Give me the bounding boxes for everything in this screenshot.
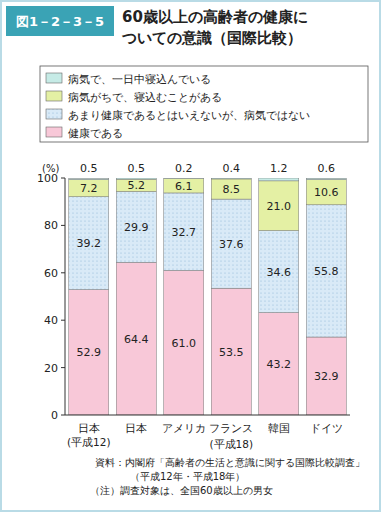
- bar-segment: [306, 180, 346, 205]
- y-tick: [61, 178, 65, 179]
- x-tick-label: フランス: [209, 422, 253, 435]
- page-frame: [1, 1, 380, 511]
- y-tick-label: 0: [51, 409, 58, 422]
- data-label: 21.0: [267, 200, 292, 213]
- title-line: 60歳以上の高齢者の健康に: [122, 8, 308, 26]
- y-axis: [65, 178, 66, 415]
- data-label: 5.2: [128, 179, 146, 192]
- data-label: 32.7: [172, 226, 197, 239]
- data-label: 55.8: [314, 265, 339, 278]
- data-label: 43.2: [267, 358, 292, 371]
- data-label: 64.4: [124, 333, 149, 346]
- x-tick-label: 日本: [125, 422, 147, 435]
- x-tick-label: 韓国: [268, 422, 290, 435]
- x-tick-label: アメリカ: [162, 422, 206, 435]
- bar-segment: [259, 178, 299, 181]
- bar-segment: [69, 197, 109, 290]
- bar-segment: [69, 180, 109, 197]
- bar-segment: [211, 199, 251, 288]
- data-label: 6.1: [175, 180, 193, 193]
- y-tick: [61, 320, 65, 321]
- bar-segment: [164, 193, 204, 270]
- bar-segment: [164, 178, 204, 192]
- x-axis: [65, 415, 350, 416]
- group-label: (平成18): [209, 438, 253, 450]
- bar-segment: [69, 290, 109, 415]
- y-tick-label: 60: [44, 267, 58, 280]
- y-tick: [61, 415, 65, 416]
- figure-label-bg: [6, 6, 114, 36]
- y-tick-label: 20: [44, 362, 58, 375]
- data-label: 37.6: [219, 238, 244, 251]
- legend-swatch: [46, 109, 62, 119]
- y-tick-label: 80: [44, 219, 58, 232]
- chart: 図1－2－3－5 60歳以上の高齢者の健康についての意識（国際比較） 病気で、一日中…: [0, 0, 381, 512]
- data-label: 0.4: [223, 162, 241, 175]
- bar-segment: [211, 288, 251, 415]
- legend-label: あまり健康であるとはいえないが、病気ではない: [68, 109, 310, 122]
- data-label: 8.5: [223, 183, 241, 196]
- bar-segment: [69, 178, 109, 179]
- data-label: 29.9: [124, 221, 149, 234]
- data-label: 0.5: [128, 162, 146, 175]
- legend-swatch: [46, 91, 62, 101]
- y-tick-label: 100: [37, 172, 58, 185]
- data-label: 52.9: [77, 346, 102, 359]
- bar-segment: [211, 179, 251, 199]
- data-label: 10.6: [314, 186, 339, 199]
- data-label: 53.5: [219, 346, 244, 359]
- y-tick: [61, 367, 65, 368]
- legend-swatch: [46, 127, 62, 137]
- bar-segment: [211, 178, 251, 179]
- title: 60歳以上の高齢者の健康についての意識（国際比較）: [121, 8, 308, 47]
- title-line: ついての意識（国際比較）: [121, 29, 302, 47]
- bar-segment: [116, 262, 156, 415]
- bar-segment: [259, 181, 299, 231]
- note: 資料：内閣府「高齢者の生活と意識に関する国際比較調査」: [95, 457, 365, 468]
- group-label: (平成12): [67, 436, 111, 448]
- bar-segment: [259, 231, 299, 313]
- bar-segment: [306, 205, 346, 337]
- legend-box: [40, 66, 368, 142]
- legend-label: 健康である: [68, 127, 123, 140]
- bar-segment: [116, 179, 156, 191]
- bar-segment: [164, 270, 204, 415]
- legend-label: 病気で、一日中寝込んでいる: [68, 73, 211, 86]
- bar-segment: [306, 337, 346, 415]
- data-label: 1.2: [270, 162, 288, 175]
- legend-label: 病気がちで、寝込むことがある: [68, 91, 222, 104]
- legend-swatch: [46, 73, 62, 83]
- y-tick: [61, 272, 65, 273]
- bar-segment: [116, 192, 156, 263]
- data-label: 0.2: [175, 162, 193, 175]
- x-tick-label: 日本: [78, 422, 100, 435]
- data-label: 34.6: [267, 266, 292, 279]
- data-label: 0.6: [318, 162, 336, 175]
- bars: [69, 178, 347, 415]
- y-tick: [61, 225, 65, 226]
- note: （注）調査対象は、全国60歳以上の男女: [90, 485, 273, 496]
- bar-segment: [259, 313, 299, 415]
- data-label: 39.2: [77, 237, 102, 250]
- y-tick-label: 40: [44, 314, 58, 327]
- data-label: 7.2: [80, 182, 98, 195]
- figure-label: 図1－2－3－5: [16, 14, 104, 29]
- x-tick-label: ドイツ: [310, 422, 343, 435]
- data-label: 61.0: [172, 337, 197, 350]
- bar-segment: [306, 178, 346, 179]
- data-labels: 52.9 39.2 7.2 0.5 64.4 29.9 5.2 0.5 61.0 32.7 6.1 0…: [77, 162, 339, 383]
- data-label: 0.5: [80, 162, 98, 175]
- data-label: 32.9: [314, 370, 339, 383]
- note: （平成12年・平成18年）: [130, 471, 245, 482]
